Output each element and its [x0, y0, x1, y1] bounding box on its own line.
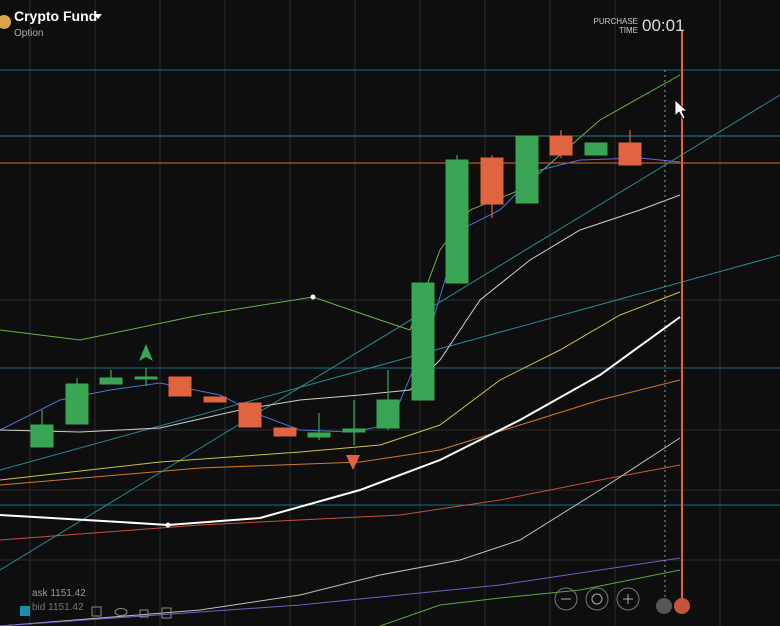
asset-subtitle: Option: [14, 28, 43, 39]
purchase-label: TIME: [619, 26, 638, 35]
tool-button[interactable]: [91, 606, 102, 617]
ask-price: ask 1151.42: [32, 588, 86, 599]
down-arrow: [346, 455, 360, 470]
center-button[interactable]: [585, 587, 609, 611]
indicator-lines: [0, 30, 780, 626]
timer-button[interactable]: [656, 598, 672, 614]
asset-title[interactable]: Crypto Fund: [14, 8, 97, 24]
zoom-in-button[interactable]: [616, 587, 640, 611]
purchase-time: 00:01: [642, 16, 685, 35]
tool-button[interactable]: [20, 606, 30, 616]
candles: [30, 130, 642, 448]
zoom-controls: [554, 587, 640, 611]
up-arrow: [139, 344, 153, 361]
zoom-out-button[interactable]: [554, 587, 578, 611]
marker: [165, 522, 171, 528]
dropdown-caret[interactable]: [94, 14, 102, 19]
mouse-cursor: [674, 99, 689, 120]
asset-icon[interactable]: [0, 15, 11, 29]
finish-button[interactable]: [674, 598, 690, 614]
tool-button[interactable]: [114, 608, 128, 616]
tool-button[interactable]: [139, 609, 149, 618]
marker: [310, 294, 316, 300]
purchase-label: PURCHASE: [594, 17, 638, 26]
toolbar: [20, 606, 172, 619]
bid-price: bid 1151.42: [32, 602, 84, 613]
tool-button[interactable]: [161, 607, 172, 619]
